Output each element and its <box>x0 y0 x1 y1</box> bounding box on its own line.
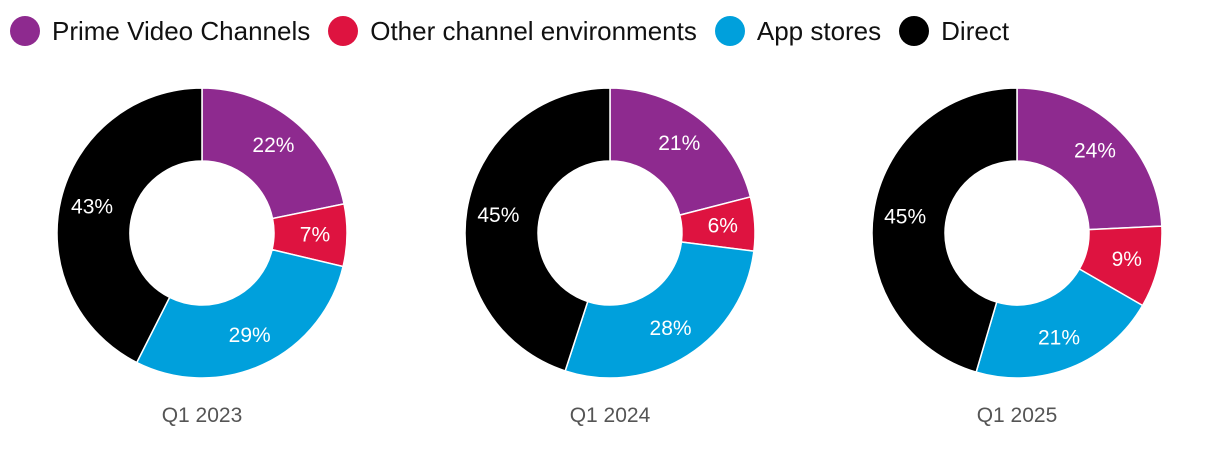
legend-item-direct: Direct <box>899 16 1009 47</box>
donut-chart-q1-2024: 21% 6% 28% 45% Q1 2024 <box>464 87 756 427</box>
donut-chart-q1-2023: 22% 7% 29% 43% Q1 2023 <box>56 87 348 427</box>
legend-swatch-app-stores <box>714 16 745 46</box>
slice-direct <box>464 87 611 372</box>
slice-label-prime-video-channels: 22% <box>252 134 294 157</box>
chart-legend: Prime Video Channels Other channel envir… <box>10 10 1009 52</box>
legend-item-prime-video-channels: Prime Video Channels <box>10 16 310 47</box>
slice-label-direct: 45% <box>477 204 519 227</box>
slice-prime-video-channels <box>1016 87 1163 231</box>
slice-label-prime-video-channels: 24% <box>1074 140 1116 163</box>
slice-label-other-channel-environments: 9% <box>1112 248 1142 271</box>
legend-item-other-channel-environments: Other channel environments <box>328 16 697 47</box>
legend-swatch-direct <box>899 16 930 46</box>
chart-caption: Q1 2024 <box>570 404 651 427</box>
slice-label-app-stores: 28% <box>650 317 692 340</box>
slice-app-stores <box>975 267 1144 379</box>
legend-label-app-stores: App stores <box>756 15 882 46</box>
slice-app-stores <box>564 241 755 379</box>
legend-label-prime-video-channels: Prime Video Channels <box>52 15 311 46</box>
slice-label-direct: 45% <box>884 205 926 228</box>
slice-label-other-channel-environments: 6% <box>708 214 738 237</box>
slice-label-prime-video-channels: 21% <box>658 132 700 155</box>
slice-label-direct: 43% <box>71 195 113 218</box>
slice-prime-video-channels <box>201 87 345 220</box>
slice-direct <box>871 87 1018 374</box>
legend-item-app-stores: App stores <box>714 15 882 47</box>
legend-swatch-prime-video-channels <box>10 16 40 46</box>
legend-label-other-channel-environments: Other channel environments <box>370 15 697 46</box>
slice-label-other-channel-environments: 7% <box>300 223 330 246</box>
legend-swatch-other-channel-environments <box>328 16 359 46</box>
slice-prime-video-channels <box>609 87 752 217</box>
chart-caption: Q1 2025 <box>977 404 1058 427</box>
chart-caption: Q1 2023 <box>162 404 243 427</box>
donut-chart-q1-2025: 24% 9% 21% 45% Q1 2025 <box>871 87 1163 427</box>
legend-label-direct: Direct <box>941 15 1010 46</box>
slice-app-stores <box>135 248 344 379</box>
slice-direct <box>56 87 203 364</box>
slice-label-app-stores: 29% <box>229 324 271 347</box>
slice-label-app-stores: 21% <box>1038 326 1080 349</box>
